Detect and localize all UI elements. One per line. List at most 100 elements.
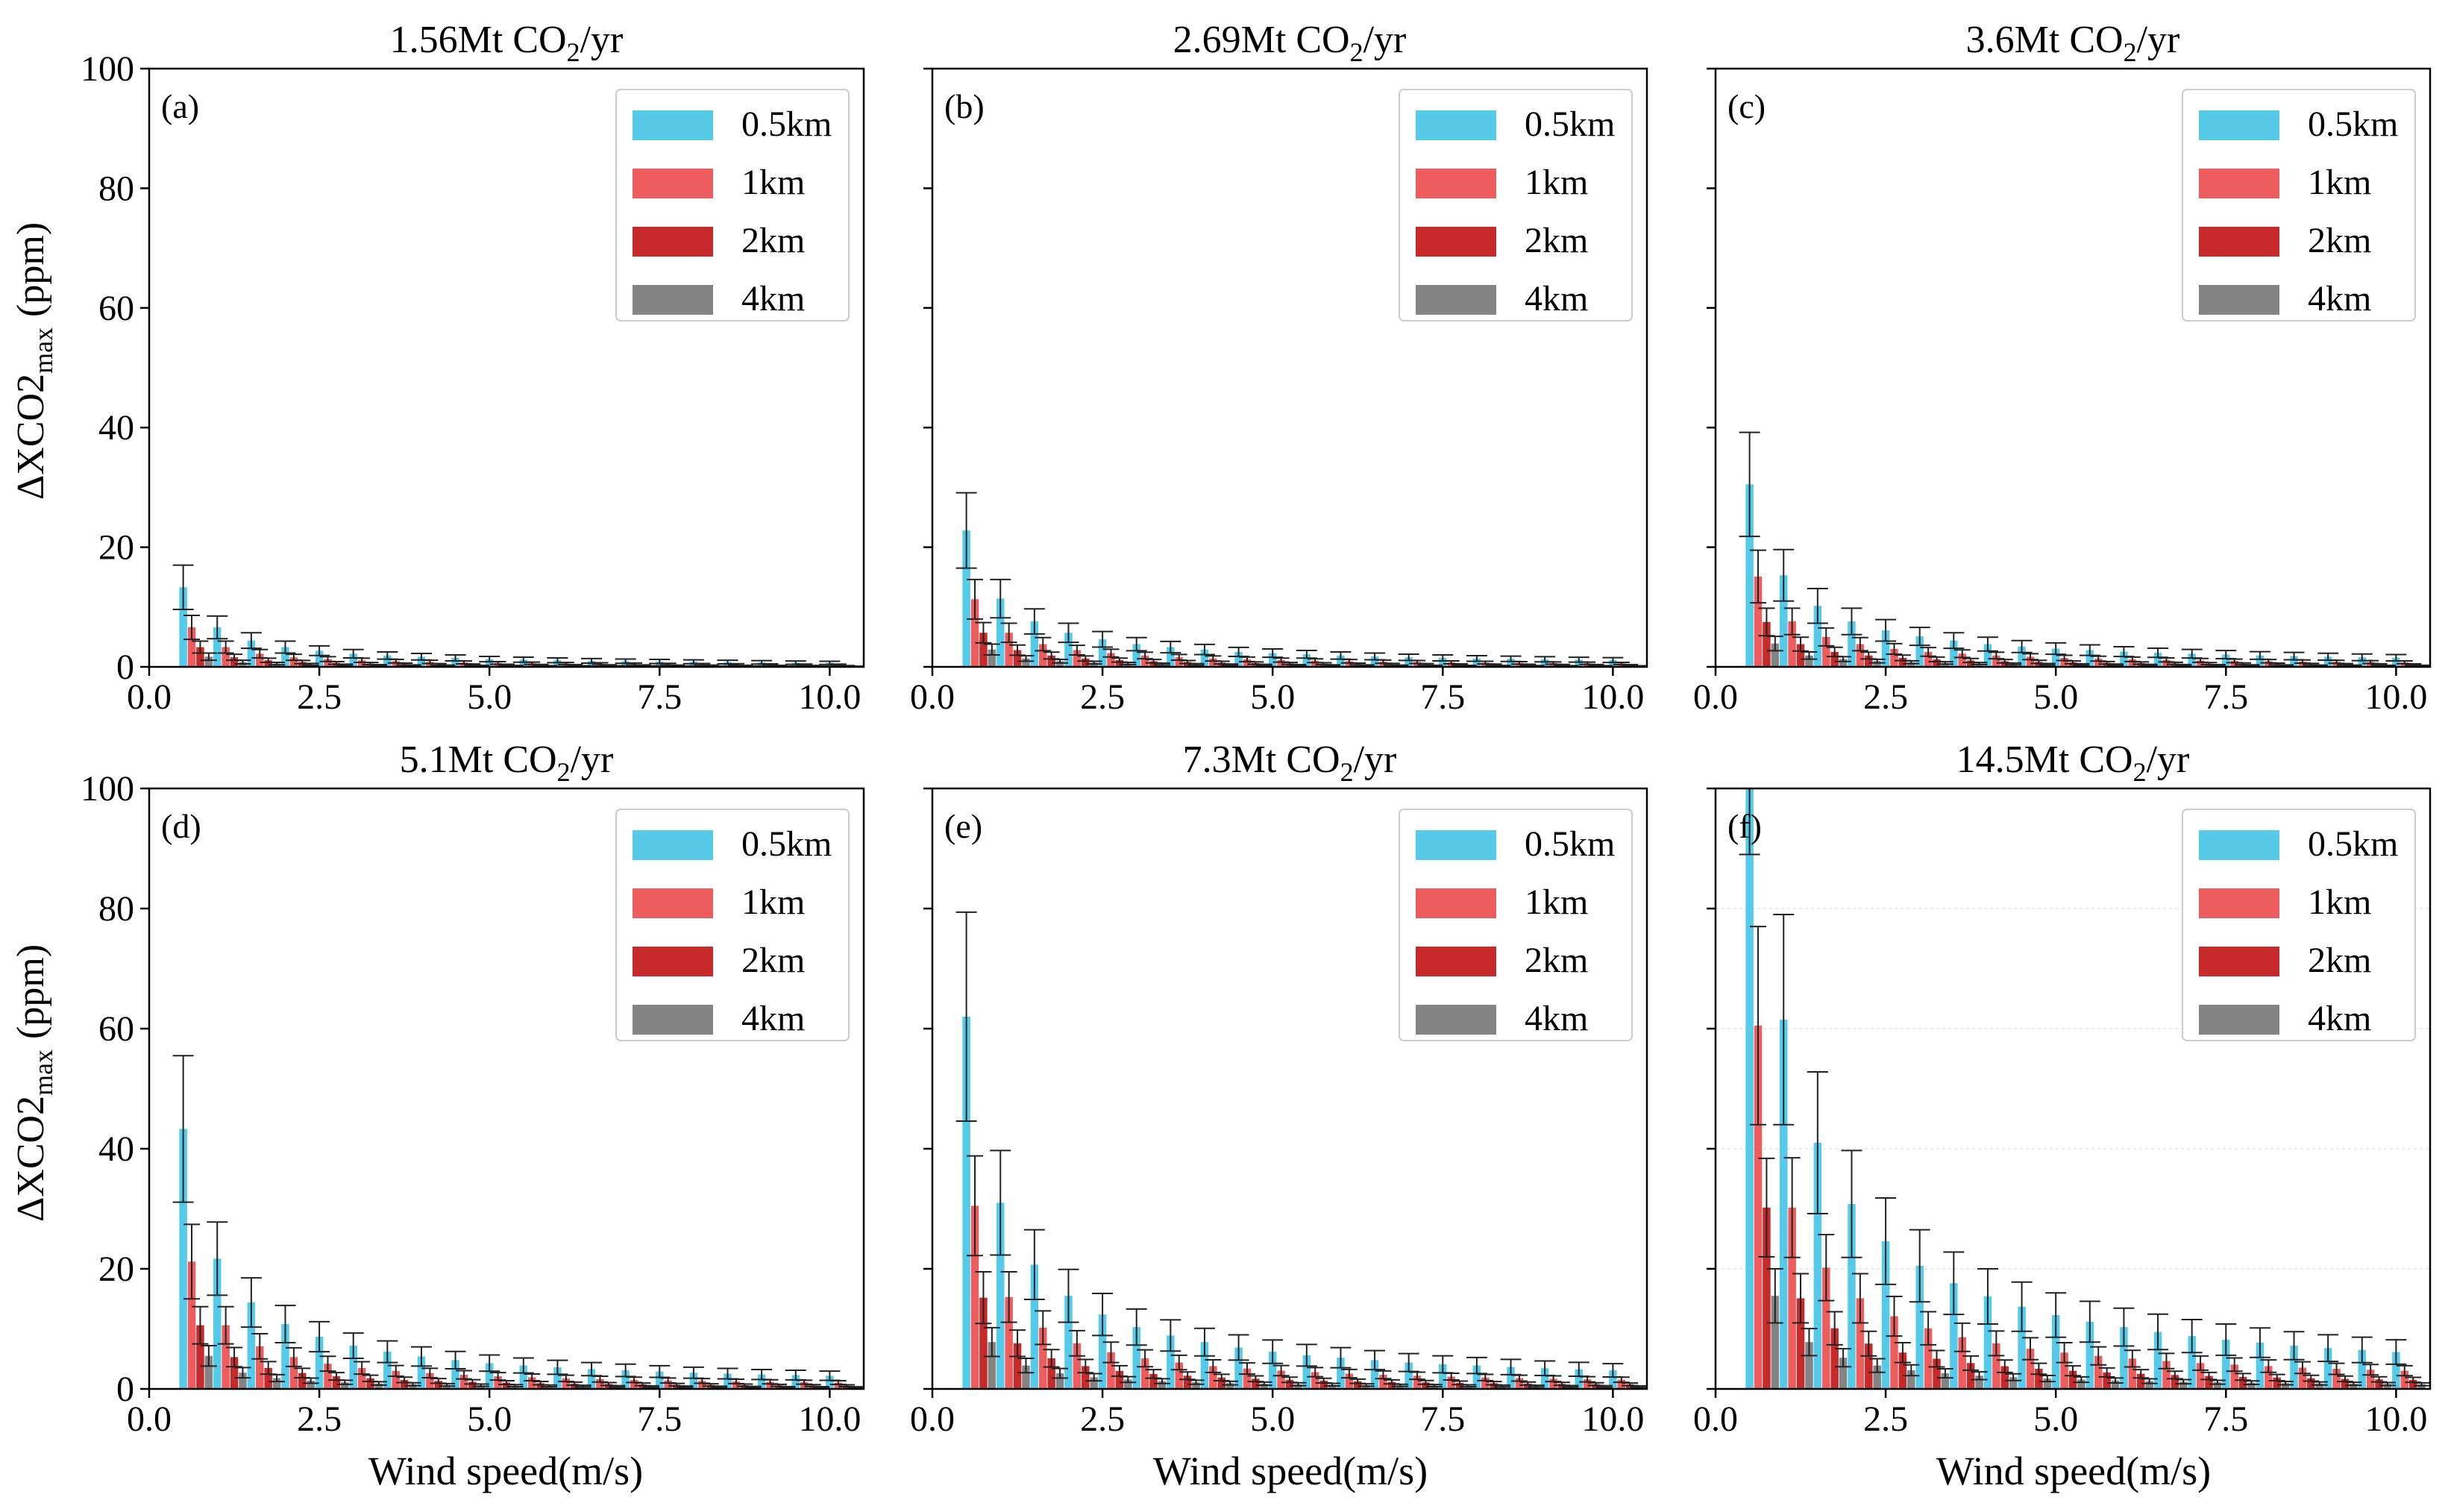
legend-swatch [1416, 169, 1496, 198]
errorbars-4km [983, 1326, 1647, 1388]
bar [1379, 1375, 1387, 1389]
title-text: 2.69Mt CO [1173, 19, 1350, 61]
bar [638, 1384, 647, 1389]
bar [2153, 1331, 2162, 1389]
bar [1975, 1375, 1983, 1389]
y-tick-label: 60 [98, 289, 134, 328]
bar [298, 1373, 307, 1389]
bar [1073, 650, 1082, 667]
y-tick-label: 80 [98, 169, 134, 208]
ylabel-bottom-main: ΔXCO2 [10, 1096, 52, 1222]
bar [1754, 576, 1763, 667]
bar [2265, 661, 2273, 667]
legend-swatch [2199, 227, 2279, 257]
title-subscript: 2 [557, 757, 571, 787]
legend-swatch [633, 227, 713, 257]
legend-swatch [1416, 1005, 1496, 1035]
bar [2094, 659, 2103, 667]
x-tick-label: 7.5 [637, 1399, 682, 1439]
legend-swatch [633, 947, 713, 976]
bar [2000, 1366, 2009, 1389]
bar [1175, 1362, 1183, 1389]
bar [1813, 1142, 1822, 1389]
bar [1966, 660, 1975, 667]
x-tick-label: 2.5 [1080, 677, 1125, 717]
bar [766, 1381, 774, 1389]
legend-label: 4km [1525, 279, 1588, 319]
bar [2120, 651, 2128, 667]
bar [2035, 662, 2043, 667]
errorbars-2km [975, 1271, 1639, 1387]
bar [2222, 1339, 2230, 1389]
x-tick-label: 7.5 [2203, 1399, 2248, 1439]
legend-swatch [1416, 830, 1496, 860]
legend-label: 1km [741, 163, 805, 202]
plot-area [1739, 431, 2430, 667]
bar [1379, 662, 1387, 667]
legend-label: 1km [2308, 163, 2371, 202]
bar [1055, 661, 1064, 667]
bar [1915, 1265, 1924, 1389]
bar [196, 647, 204, 667]
legend-label: 0.5km [2308, 104, 2398, 144]
legend-label: 2km [741, 221, 805, 260]
bar [757, 1374, 766, 1389]
legend: 0.5km 1km 2km 4km [615, 809, 850, 1041]
bar [1788, 1207, 1796, 1389]
bar [2068, 1370, 2077, 1389]
title-suffix: /yr [571, 738, 614, 781]
series-4km [1771, 1296, 2426, 1389]
bar [1958, 1337, 1966, 1389]
x-tick-label: 5.0 [1250, 677, 1295, 717]
bar [2281, 1383, 2290, 1389]
bar [791, 1375, 800, 1389]
bar [1907, 662, 1915, 667]
y-tick-label: 100 [81, 49, 134, 89]
bar [2026, 656, 2035, 667]
bar [1073, 1343, 1082, 1389]
bar [417, 1356, 426, 1389]
bar [2128, 1358, 2137, 1389]
bar [2026, 1349, 2035, 1389]
bar [2188, 653, 2196, 667]
bar [996, 598, 1005, 667]
bar [1192, 1382, 1200, 1389]
bar [349, 653, 357, 667]
bar [1540, 1368, 1549, 1389]
bar [2145, 1381, 2153, 1389]
legend-swatch [633, 888, 713, 918]
legend: 0.5km 1km 2km 4km [615, 89, 850, 321]
bar [621, 1370, 630, 1389]
bar [1865, 1343, 1873, 1389]
axes-frame [1714, 787, 2432, 1390]
legend-swatch [1416, 888, 1496, 918]
x-tick-label: 0.0 [127, 1399, 172, 1439]
bar [264, 660, 272, 667]
bar [459, 1375, 468, 1389]
bar [1507, 659, 1515, 667]
bar [247, 640, 256, 667]
bar [1252, 662, 1260, 667]
bar [392, 1370, 400, 1389]
bar [332, 1376, 341, 1389]
bar [315, 1336, 324, 1389]
errorbars-4km [1766, 1268, 2430, 1387]
bar [1865, 655, 1873, 667]
legend-label: 4km [741, 999, 805, 1038]
bar [1507, 1367, 1515, 1389]
bar [1277, 1370, 1285, 1389]
bar [587, 1369, 596, 1389]
y-tick-label: 40 [98, 408, 134, 448]
legend-swatch [1416, 285, 1496, 315]
ylabel-bottom-unit: (ppm) [10, 944, 52, 1039]
title-text: 14.5Mt CO [1956, 738, 2133, 781]
bar [2358, 657, 2367, 667]
bar [2111, 1380, 2120, 1389]
bar [204, 1355, 213, 1389]
bar [1754, 1025, 1763, 1389]
bar [2323, 656, 2332, 667]
legend-swatch [1416, 110, 1496, 140]
legend-box [2182, 89, 2416, 321]
bar [698, 1381, 706, 1389]
x-tick-label: 10.0 [2364, 1399, 2427, 1439]
